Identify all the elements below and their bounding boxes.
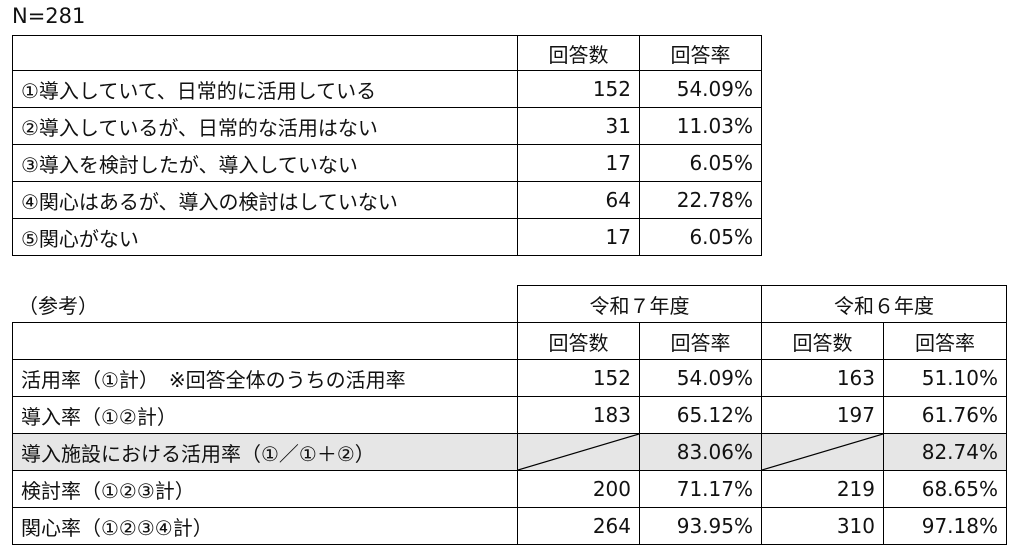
row-count: 17 [517,218,640,256]
row-label: 検討率（①②③計） [12,470,518,508]
table-header-row: 回答数 回答率 回答数 回答率 [12,322,1007,360]
r7-count: 200 [517,470,640,508]
r7-count-not-applicable [517,433,640,471]
header-count-r6: 回答数 [761,322,884,360]
adoption-summary-table: 回答数 回答率 ①導入していて、日常的に活用している 152 54.09% ②導… [12,35,762,256]
table-row: ①導入していて、日常的に活用している 152 54.09% [12,70,762,108]
reference-comparison-table: 令和７年度 令和６年度 回答数 回答率 回答数 回答率 活用率（①計） ※回答全… [12,285,1007,545]
table-row: 活用率（①計） ※回答全体のうちの活用率 152 54.09% 163 51.1… [12,359,1007,397]
row-rate: 22.78% [639,181,762,219]
row-label: 活用率（①計） ※回答全体のうちの活用率 [12,359,518,397]
row-label: ③導入を検討したが、導入していない [12,144,518,182]
r6-rate: 61.76% [883,396,1007,434]
row-label: ①導入していて、日常的に活用している [12,70,518,108]
row-rate: 11.03% [639,107,762,145]
r7-count: 183 [517,396,640,434]
header-rate-r7: 回答率 [639,322,762,360]
table-row: ⑤関心がない 17 6.05% [12,218,762,256]
year-header-r7: 令和７年度 [517,285,762,323]
row-count: 152 [517,70,640,108]
row-count: 17 [517,144,640,182]
header-blank-cell [12,35,518,71]
r7-rate: 71.17% [639,470,762,508]
year-header-row: 令和７年度 令和６年度 [12,285,1007,323]
row-label: ④関心はあるが、導入の検討はしていない [12,181,518,219]
row-label: ②導入しているが、日常的な活用はない [12,107,518,145]
r7-count: 152 [517,359,640,397]
r7-rate: 93.95% [639,507,762,545]
row-rate: 6.05% [639,144,762,182]
table-header-row: 回答数 回答率 [12,35,762,71]
row-count: 31 [517,107,640,145]
r6-count: 310 [761,507,884,545]
header-blank-cell [12,322,518,360]
r6-rate: 51.10% [883,359,1007,397]
table-row: ②導入しているが、日常的な活用はない 31 11.03% [12,107,762,145]
r6-rate: 97.18% [883,507,1007,545]
table-row: 検討率（①②③計） 200 71.17% 219 68.65% [12,470,1007,508]
r6-count-not-applicable [761,433,884,471]
header-count-r7: 回答数 [517,322,640,360]
r6-rate: 68.65% [883,470,1007,508]
r6-count: 163 [761,359,884,397]
r7-rate: 83.06% [639,433,762,471]
r7-count: 264 [517,507,640,545]
r6-count: 197 [761,396,884,434]
row-label: 関心率（①②③④計） [12,507,518,545]
header-count: 回答数 [517,35,640,71]
row-label: 導入率（①②計） [12,396,518,434]
row-rate: 6.05% [639,218,762,256]
diagonal-slash-icon [762,434,883,470]
table-row: 導入率（①②計） 183 65.12% 197 61.76% [12,396,1007,434]
row-label: 導入施設における活用率（①／①＋②） [12,433,518,471]
year-header-r6: 令和６年度 [761,285,1007,323]
row-rate: 54.09% [639,70,762,108]
header-rate-r6: 回答率 [883,322,1007,360]
table-row: ④関心はあるが、導入の検討はしていない 64 22.78% [12,181,762,219]
row-count: 64 [517,181,640,219]
diagonal-slash-icon [518,434,639,470]
table-row: 導入施設における活用率（①／①＋②） 83.06% 82.74% [12,433,1007,471]
r7-rate: 54.09% [639,359,762,397]
sample-size-label: N=281 [12,4,86,28]
r7-rate: 65.12% [639,396,762,434]
header-rate: 回答率 [639,35,762,71]
r6-count: 219 [761,470,884,508]
r6-rate: 82.74% [883,433,1007,471]
header-blank-cell [12,285,518,323]
table-row: 関心率（①②③④計） 264 93.95% 310 97.18% [12,507,1007,545]
row-label: ⑤関心がない [12,218,518,256]
table-row: ③導入を検討したが、導入していない 17 6.05% [12,144,762,182]
